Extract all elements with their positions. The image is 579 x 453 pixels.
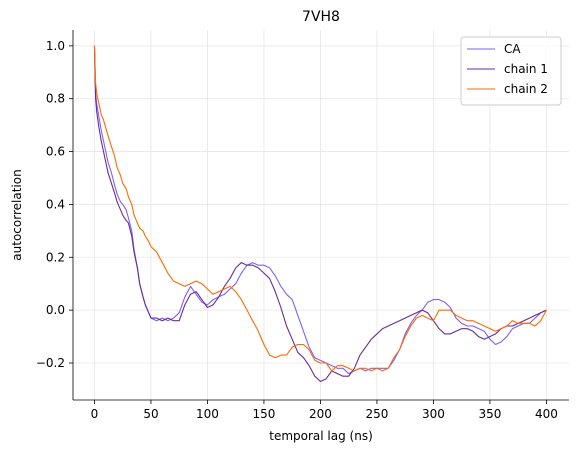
x-tick-label: 150 — [252, 407, 275, 421]
y-tick-label: 0.2 — [46, 250, 65, 264]
y-tick-label: 1.0 — [46, 39, 65, 53]
legend: CA chain 1 chain 2 — [460, 36, 562, 106]
x-tick-label: 350 — [478, 407, 501, 421]
legend-label-1: CA — [504, 42, 521, 56]
y-tick-label: 0.8 — [46, 92, 65, 106]
series-line-1 — [93, 45, 547, 375]
grid — [73, 30, 569, 400]
y-ticks: −0.2 0.0 0.2 0.4 0.6 0.8 1.0 — [36, 39, 73, 370]
y-tick-label: 0.6 — [46, 145, 65, 159]
x-axis-title: temporal lag (ns) — [269, 429, 373, 443]
y-axis-title: autocorrelation — [10, 169, 24, 260]
x-tick-label: 0 — [91, 407, 99, 421]
series-line-3 — [93, 45, 547, 372]
legend-label-2: chain 1 — [504, 62, 548, 76]
axes — [72, 30, 569, 401]
legend-label-3: chain 2 — [504, 82, 548, 96]
x-tick-label: 100 — [196, 407, 219, 421]
legend-box — [460, 36, 562, 106]
chart-title: 7VH8 — [302, 9, 340, 25]
x-ticks: 0 50 100 150 200 250 300 350 400 — [91, 400, 558, 421]
x-tick-label: 250 — [365, 407, 388, 421]
series-line-2 — [93, 45, 547, 383]
series-lines — [93, 45, 547, 383]
x-tick-label: 400 — [535, 407, 558, 421]
x-tick-label: 300 — [422, 407, 445, 421]
x-tick-label: 50 — [143, 407, 158, 421]
y-tick-label: 0.4 — [46, 197, 65, 211]
y-tick-label: 0.0 — [46, 303, 65, 317]
legend-entries: CA chain 1 chain 2 — [467, 42, 548, 96]
y-tick-label: −0.2 — [36, 356, 65, 370]
x-tick-label: 200 — [309, 407, 332, 421]
